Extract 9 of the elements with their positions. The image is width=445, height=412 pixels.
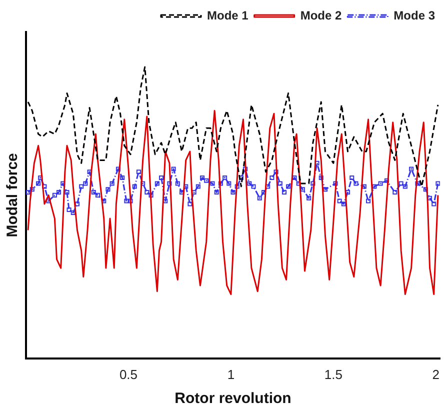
y-axis-title: Modal force xyxy=(4,153,22,238)
x-tick-label: 2 xyxy=(432,366,440,382)
x-tick-label: 1.5 xyxy=(324,366,342,382)
x-axis-title: Rotor revolution xyxy=(174,390,292,408)
x-tick-label: 0.5 xyxy=(119,366,138,382)
x-tick-label: 1 xyxy=(227,366,235,382)
legend-label: Mode 3 xyxy=(394,8,436,22)
legend-label: Mode 1 xyxy=(206,8,249,22)
legend-label: Mode 2 xyxy=(300,8,342,22)
